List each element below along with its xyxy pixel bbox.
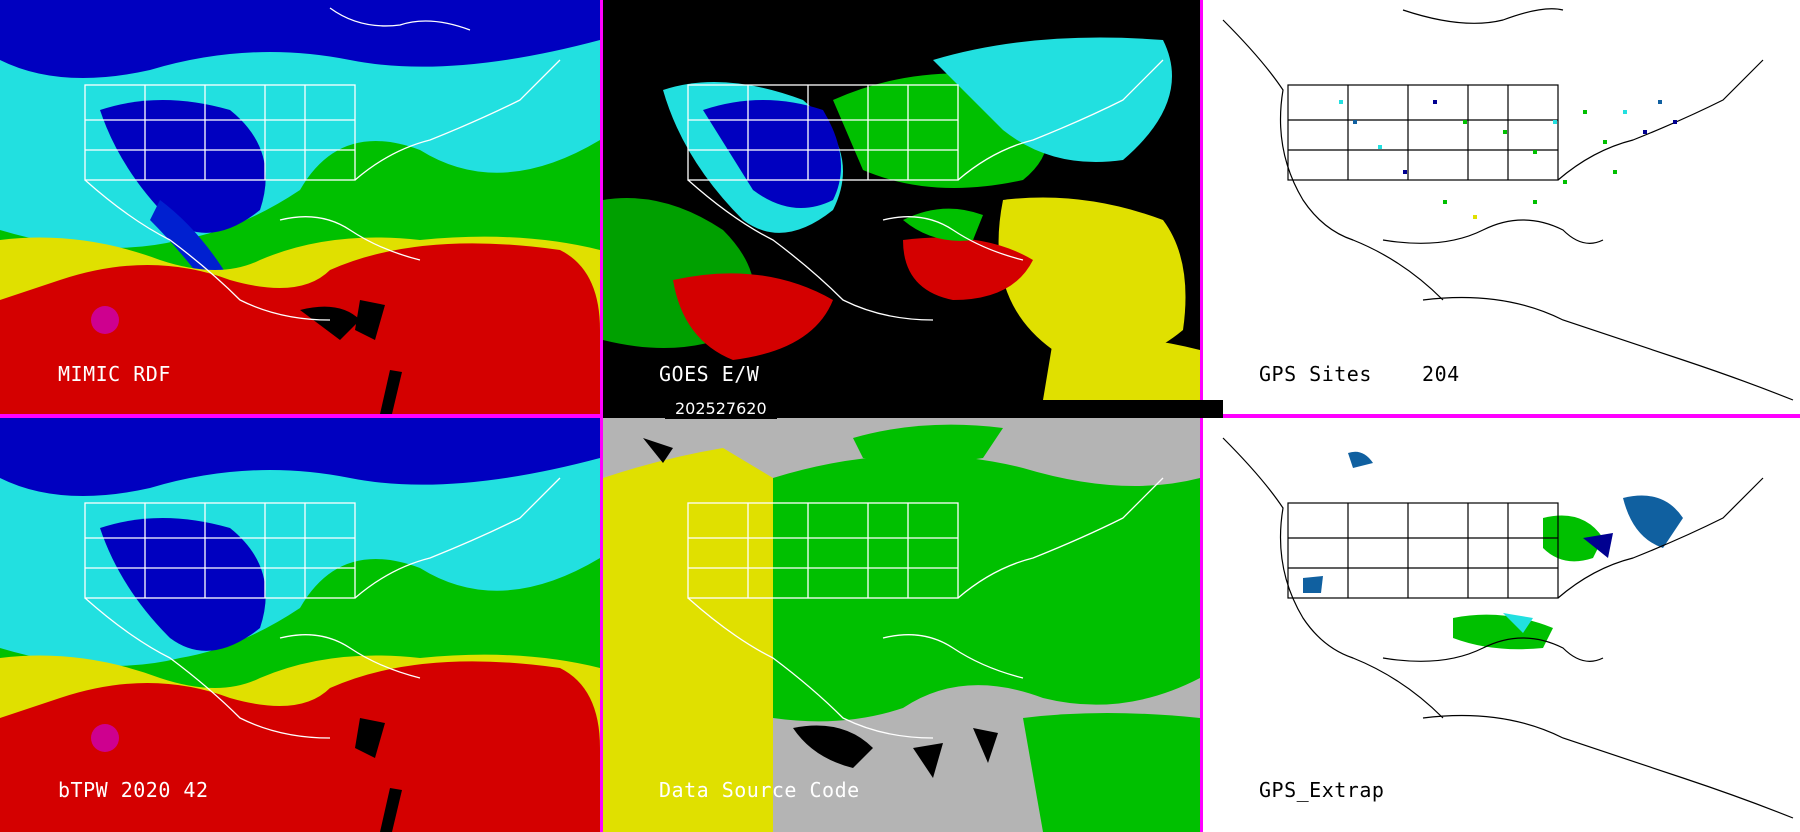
mimic-rdf-panel: MIMIC RDF xyxy=(0,0,600,414)
gps-extrap-panel: GPS_Extrap xyxy=(1203,418,1800,832)
goes-ew-label: GOES E/W xyxy=(659,362,760,386)
gps-sites-panel: GPS Sites 204 xyxy=(1203,0,1800,414)
goes-ew-panel: GOES E/W xyxy=(603,0,1200,400)
mimic-rdf-label: MIMIC RDF xyxy=(58,362,171,386)
btpw-label: bTPW 2020 42 xyxy=(58,778,209,802)
data-source-code-label: Data Source Code xyxy=(659,778,860,802)
goes-tpw-map xyxy=(603,0,1200,400)
gps-site-markers xyxy=(1339,100,1677,219)
btpw-panel: bTPW 2020 42 xyxy=(0,418,600,832)
data-source-map xyxy=(603,418,1200,832)
timestamp-bar: 202527620 xyxy=(603,399,1223,419)
data-source-panel: Data Source Code xyxy=(603,418,1200,832)
horizontal-divider-right xyxy=(1200,414,1800,418)
timestamp-label: 202527620 xyxy=(665,399,777,419)
btpw-tpw-map xyxy=(0,418,600,832)
gps-extrap-label: GPS_Extrap xyxy=(1259,778,1385,802)
gps-extrap-map xyxy=(1222,437,1794,819)
mimic-tpw-map xyxy=(0,0,600,414)
vertical-divider-left xyxy=(600,0,603,832)
horizontal-divider-left xyxy=(0,414,600,418)
gps-sites-map xyxy=(1222,8,1794,401)
gps-sites-label: GPS Sites 204 xyxy=(1259,362,1460,386)
